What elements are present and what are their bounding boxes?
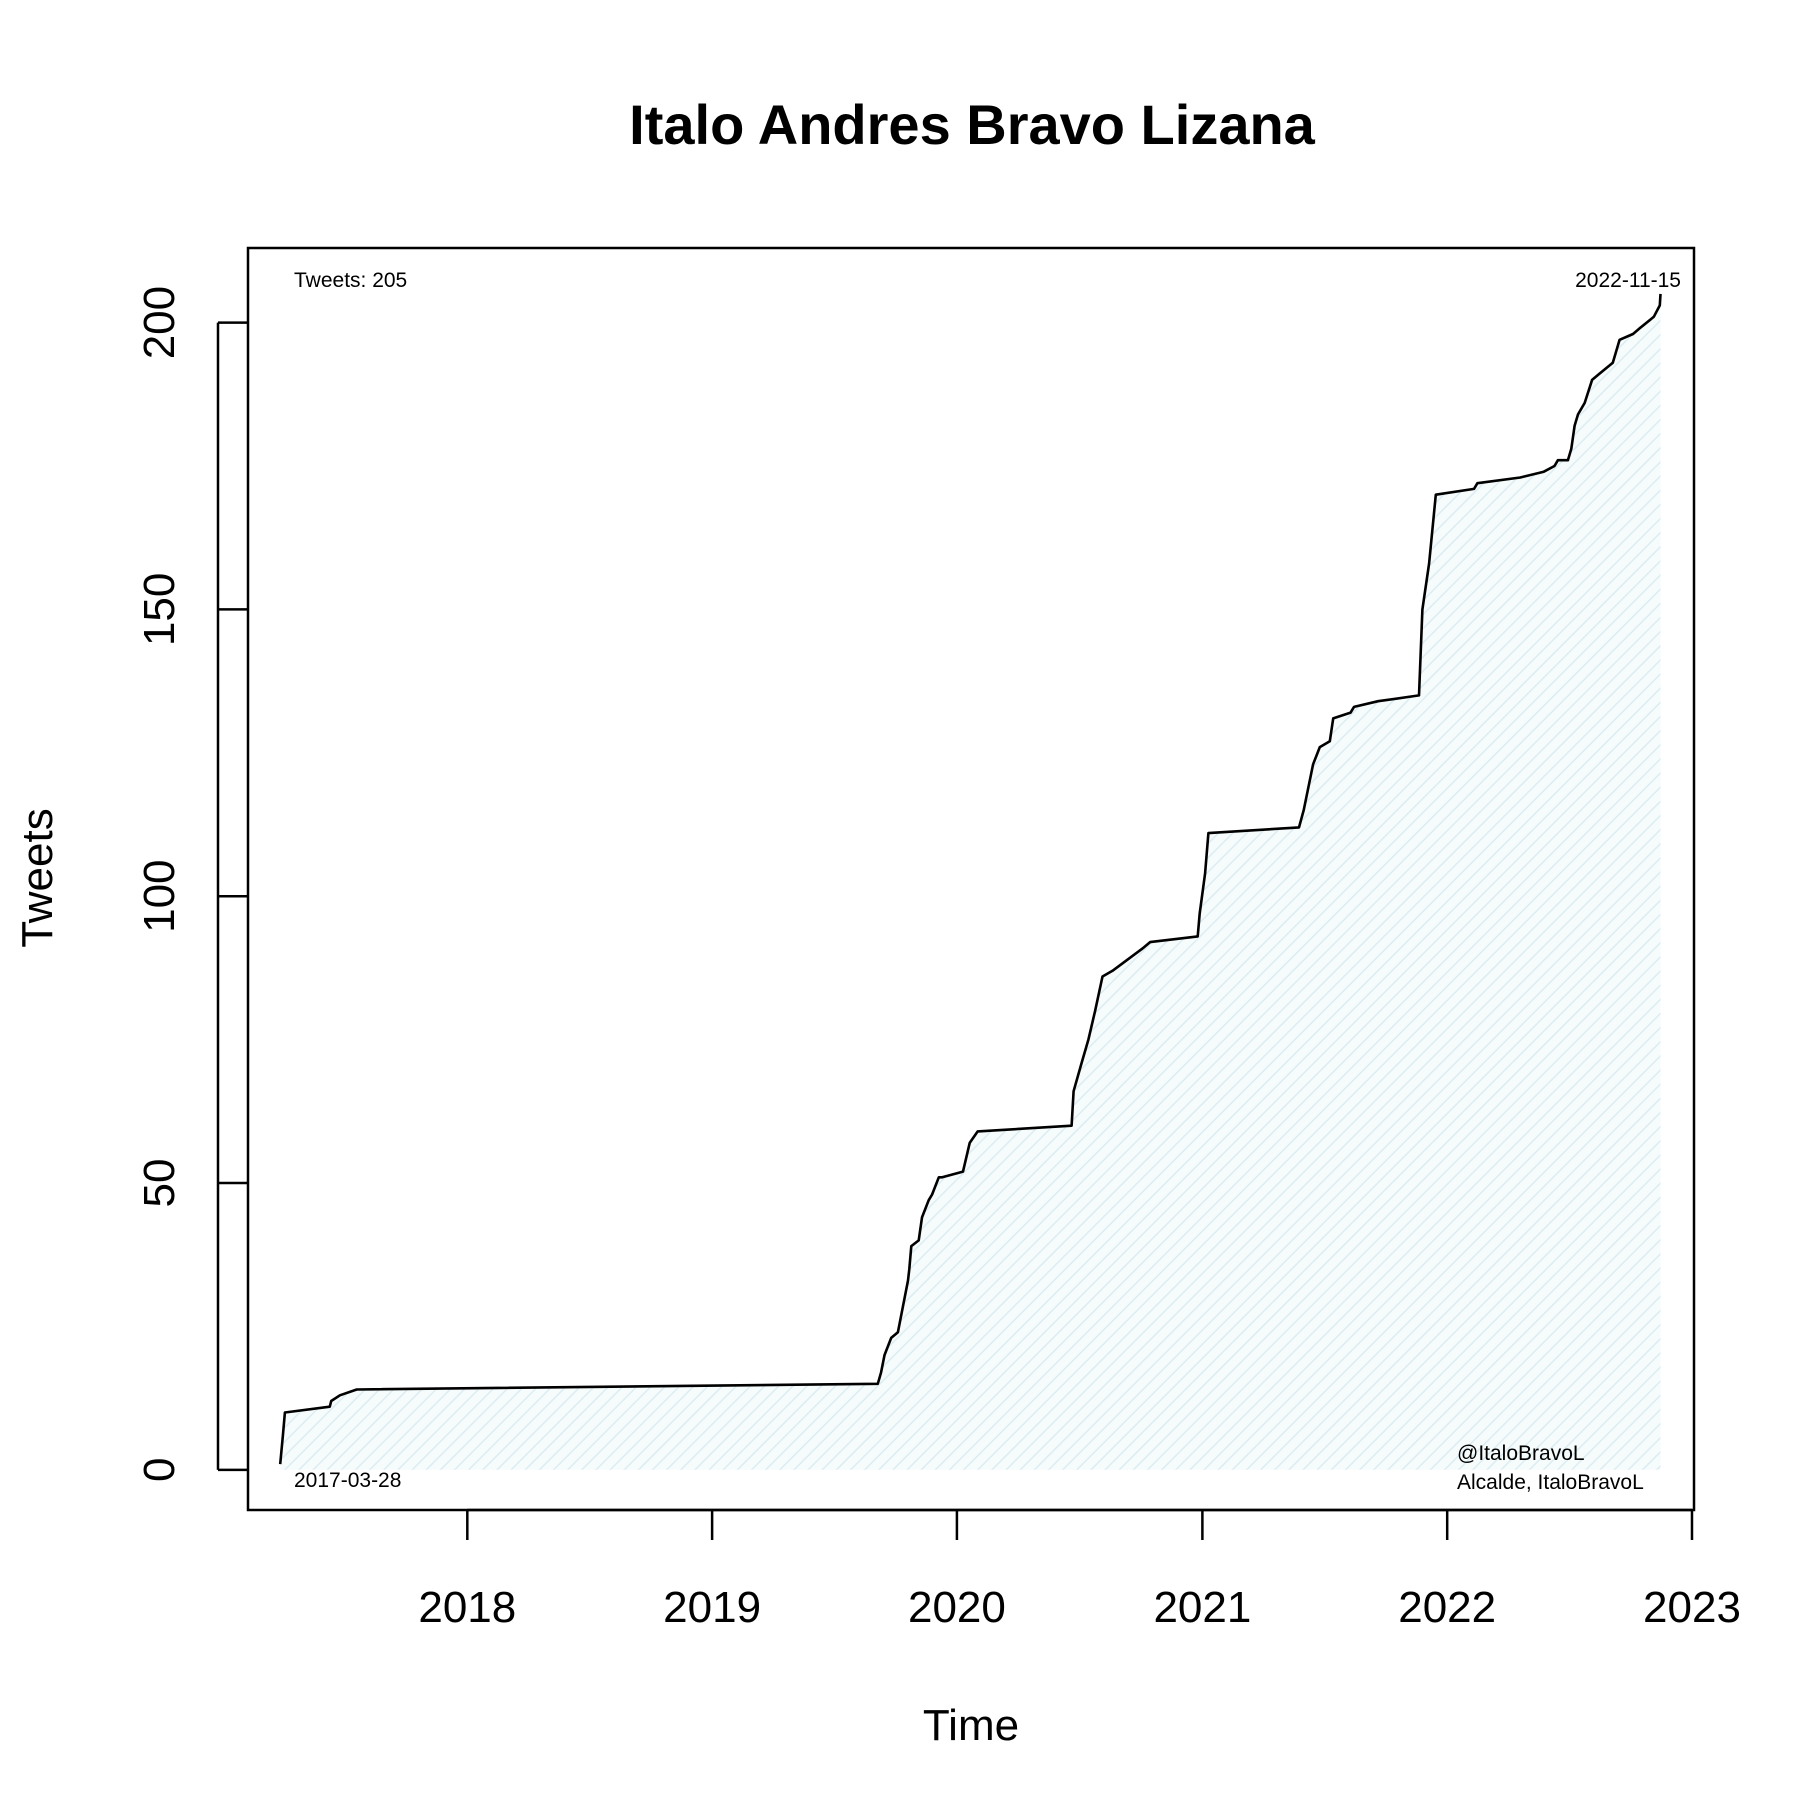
start-date-annotation: 2017-03-28 — [294, 1469, 401, 1492]
series-area — [280, 293, 1661, 1470]
y-tick-label: 50 — [135, 1159, 184, 1208]
x-axis: 2018 2019 2020 2021 2022 2023 — [418, 1508, 1741, 1632]
handle-annotation: @ItaloBravoL — [1457, 1442, 1585, 1465]
area-layer — [280, 293, 1661, 1470]
y-tick-label: 200 — [135, 286, 184, 359]
y-axis: 0 50 100 150 200 — [135, 286, 248, 1482]
end-date-annotation: 2022-11-15 — [1575, 269, 1681, 292]
y-tick-label: 150 — [135, 573, 184, 646]
x-tick-label: 2020 — [908, 1583, 1006, 1632]
series-line — [278, 293, 1662, 1465]
x-axis-label: Time — [923, 1701, 1019, 1750]
x-tick-label: 2018 — [418, 1583, 516, 1632]
x-tick-label: 2019 — [663, 1583, 761, 1632]
tweet-count-annotation: Tweets: 205 — [294, 269, 407, 292]
y-tick-label: 0 — [135, 1458, 184, 1482]
y-tick-label: 100 — [135, 859, 184, 932]
y-axis-label: Tweets — [13, 808, 62, 947]
line-layer — [278, 293, 1662, 1465]
x-tick-label: 2023 — [1643, 1583, 1741, 1632]
x-tick-label: 2021 — [1153, 1583, 1251, 1632]
x-tick-label: 2022 — [1398, 1583, 1496, 1632]
description-annotation: Alcalde, ItaloBravoL — [1457, 1471, 1644, 1494]
chart-title: Italo Andres Bravo Lizana — [629, 93, 1316, 156]
